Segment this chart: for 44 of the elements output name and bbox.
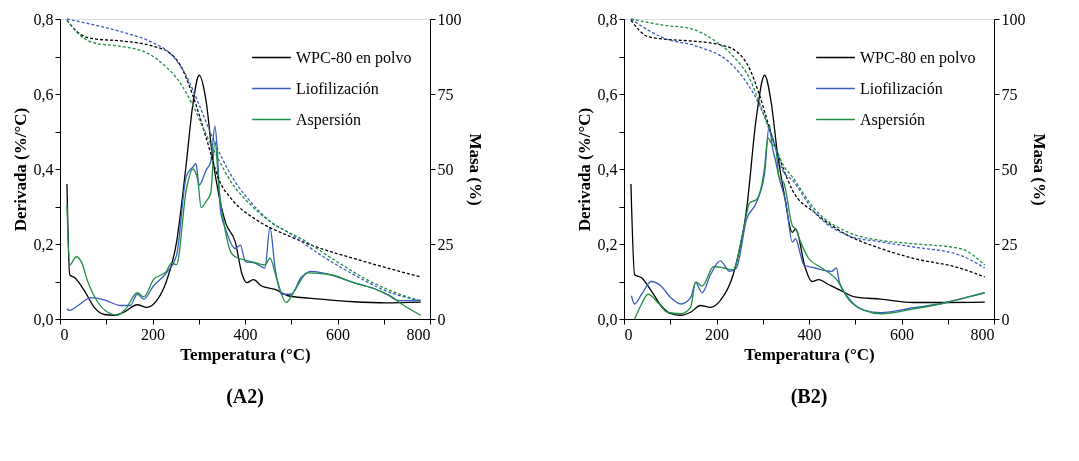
- y-axis-title: Derivada (%/°C): [574, 107, 594, 232]
- x-axis-title: Temperatura (°C): [180, 344, 311, 364]
- y2-tick-label: 75: [1001, 85, 1018, 103]
- x-axis-title: Temperatura (°C): [744, 344, 875, 364]
- legend-label: Liofilización: [296, 79, 379, 97]
- y2-axis-title: Masa (%): [465, 133, 485, 206]
- y2-tick-label: 0: [1001, 310, 1010, 328]
- y-tick-label: 0,4: [597, 160, 618, 178]
- y2-tick-label: 25: [1001, 235, 1018, 253]
- y2-tick-label: 25: [437, 235, 454, 253]
- text: (A2): [226, 385, 264, 408]
- legend-label: Liofilización: [860, 79, 943, 97]
- y-tick-label: 0,8: [33, 10, 54, 28]
- y-tick-label: 0,0: [597, 310, 618, 328]
- x-tick-label: 400: [233, 325, 258, 343]
- y2-tick-label: 50: [1001, 160, 1018, 178]
- x-tick-label: 800: [406, 325, 431, 343]
- y2-tick-label: 100: [1001, 10, 1026, 28]
- y-tick-label: 0,0: [33, 310, 54, 328]
- legend-label: WPC-80 en polvo: [296, 48, 412, 67]
- y2-tick-label: 75: [437, 85, 454, 103]
- text: (B2): [790, 385, 828, 408]
- y2-tick-label: 100: [437, 10, 462, 28]
- x-tick-label: 0: [60, 325, 69, 343]
- y2-tick-label: 50: [437, 160, 454, 178]
- y2-axis-title: Masa (%): [1029, 133, 1049, 206]
- y-axis-title: Derivada (%/°C): [10, 107, 30, 232]
- y-tick-label: 0,8: [597, 10, 618, 28]
- x-tick-label: 600: [326, 325, 350, 343]
- x-tick-label: 200: [705, 325, 729, 343]
- y-tick-label: 0,6: [597, 85, 618, 103]
- legend-label: Aspersión: [296, 110, 361, 129]
- y-tick-label: 0,4: [33, 160, 54, 178]
- x-tick-label: 600: [890, 325, 914, 343]
- x-tick-label: 0: [624, 325, 633, 343]
- y-tick-label: 0,6: [33, 85, 54, 103]
- legend-label: Aspersión: [860, 110, 925, 129]
- y-tick-label: 0,2: [33, 235, 54, 253]
- x-tick-label: 400: [797, 325, 822, 343]
- x-tick-label: 800: [970, 325, 995, 343]
- y2-tick-label: 0: [437, 310, 446, 328]
- y-tick-label: 0,2: [597, 235, 618, 253]
- x-tick-label: 200: [141, 325, 165, 343]
- legend-label: WPC-80 en polvo: [860, 48, 976, 67]
